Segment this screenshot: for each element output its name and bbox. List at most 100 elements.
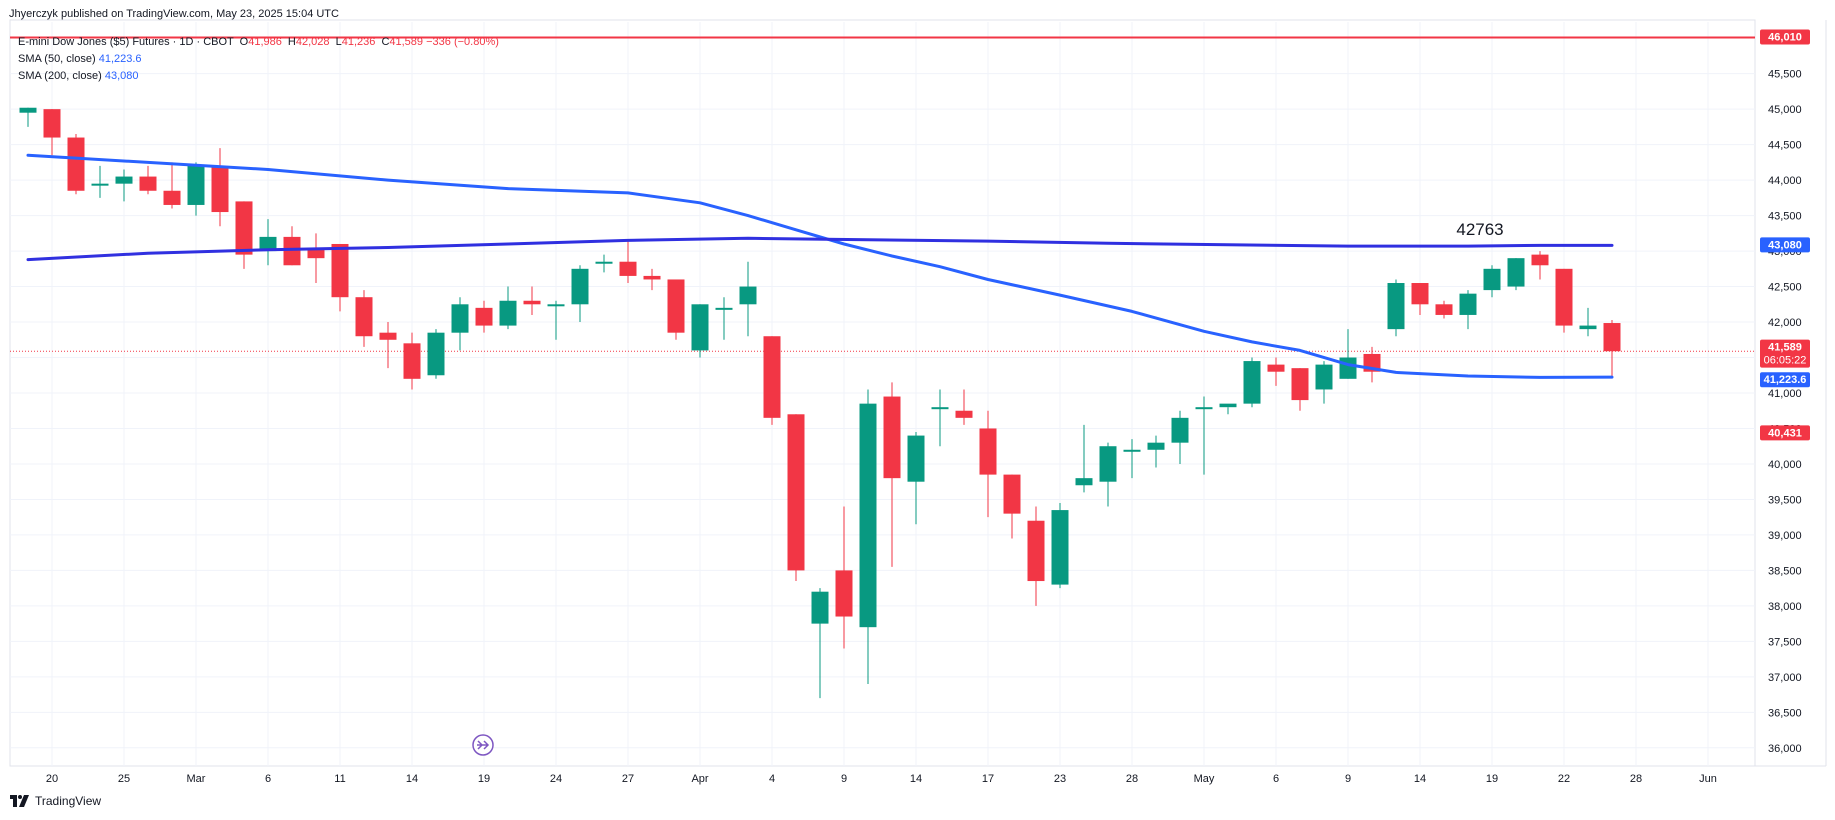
time-tick-label: 9 [1345,773,1351,785]
moving-averages [26,153,1614,379]
tradingview-logo-icon [10,795,29,807]
high-value: 42,028 [295,36,330,48]
candle-down [1003,474,1021,514]
candle-down [835,570,853,617]
candle-up [739,286,757,305]
price-tick-label: 38,000 [1768,601,1802,613]
price-axis-label-box [1760,29,1810,45]
low-value: 41,236 [341,36,376,48]
candle-up [1339,357,1357,379]
sma50-line [26,153,1614,379]
candle-down [283,236,301,266]
time-tick-label: 6 [1273,773,1279,785]
candle-down [43,109,61,138]
candle-down [619,261,637,276]
candle-up [1507,258,1525,287]
price-tick-label: 37,000 [1768,672,1802,684]
candle-up [1579,325,1597,330]
candle-up [715,307,733,310]
candle-up [859,403,877,628]
candle-up [1483,268,1501,291]
candle-down [403,343,421,379]
candle-up [19,107,37,113]
sma50-value: 41,223.6 [98,53,142,65]
candle-up [907,435,925,482]
candle-down [211,165,229,213]
price-tick-label: 42,500 [1768,282,1802,294]
candle-down [1531,254,1549,266]
price-axis-label: 41,223.6 [1764,374,1807,386]
close-value: 41,589 [389,36,424,48]
candle-up [1315,364,1333,390]
price-axis-label: 46,010 [1768,31,1802,43]
sma200-line [26,236,1614,262]
candle-up [91,183,109,186]
price-tick-label: 45,000 [1768,104,1802,116]
sma50-row[interactable]: SMA (50, close) 41,223.6 [18,51,499,68]
annotations: 42763 [472,220,1504,756]
open-label: O [239,36,249,48]
candle-down [307,247,325,259]
candles [19,107,1621,699]
sma200-label: SMA (200, close) [18,70,102,82]
price-tick-label: 39,000 [1768,530,1802,542]
candle-up [259,236,277,252]
candle-down [955,410,973,418]
countdown-label: 06:05:22 [1764,355,1807,367]
candle-up [691,304,709,351]
time-tick-label: 27 [622,773,634,785]
time-tick-label: 14 [406,773,418,785]
candle-down [355,297,373,337]
time-tick-label: Jun [1699,773,1717,785]
time-tick-label: 19 [478,773,490,785]
time-tick-label: Mar [187,773,206,785]
price-axis-label: 43,080 [1768,239,1802,251]
grid [9,19,1827,767]
sma50-label: SMA (50, close) [18,53,96,65]
symbol-row[interactable]: E-mini Dow Jones ($5) Futures · 1D · CBO… [18,34,499,51]
candle-up [1219,403,1237,408]
footer-brand[interactable]: TradingView [10,794,101,808]
candle-down [763,336,781,418]
candle-up [1387,283,1405,330]
time-tick-label: 20 [46,773,58,785]
candle-down [1291,368,1309,401]
candle-down [475,307,493,326]
candle-down [331,243,349,298]
time-tick-label: 6 [265,773,271,785]
go-to-realtime-icon[interactable] [472,734,494,756]
candle-down [139,176,157,191]
time-tick-label: 17 [982,773,994,785]
price-axis-label-box [1760,425,1810,441]
candle-down [235,201,253,255]
icon-arrow [477,740,490,750]
time-tick-label: 25 [118,773,130,785]
horizontal-lines [10,36,1755,352]
time-tick-label: May [1194,773,1215,785]
price-tick-label: 41,000 [1768,388,1802,400]
candle-down [787,414,805,571]
footer-brand-label: TradingView [35,794,102,808]
time-axis[interactable]: 20 25 Mar 6 11 14 19 24 27 Apr 4 9 14 17 23 28 May 6 9 14 19… [46,773,1717,785]
time-tick-label: 19 [1486,773,1498,785]
sma200-row[interactable]: SMA (200, close) 43,080 [18,68,499,85]
open-value: 41,986 [248,36,282,48]
candle-down [667,279,685,333]
price-tick-label: 45,500 [1768,69,1802,81]
candle-down [67,137,85,191]
time-tick-label: 14 [910,773,922,785]
price-tick-label: 37,500 [1768,636,1802,648]
candle-down [379,332,397,340]
time-tick-label: 11 [334,773,345,785]
price-tick-label: 38,500 [1768,565,1802,577]
price-tick-label: 36,500 [1768,707,1802,719]
price-axis[interactable]: 36,000 36,500 37,000 37,500 38,000 38,500 39,0… [1760,29,1810,755]
price-tick-label: 43,500 [1768,211,1802,223]
price-tick-label: 39,500 [1768,494,1802,506]
candle-down [163,190,181,205]
candle-down [1411,283,1429,305]
candle-up [1075,478,1093,486]
candle-up [1147,442,1165,450]
price-tick-label: 44,000 [1768,175,1802,187]
